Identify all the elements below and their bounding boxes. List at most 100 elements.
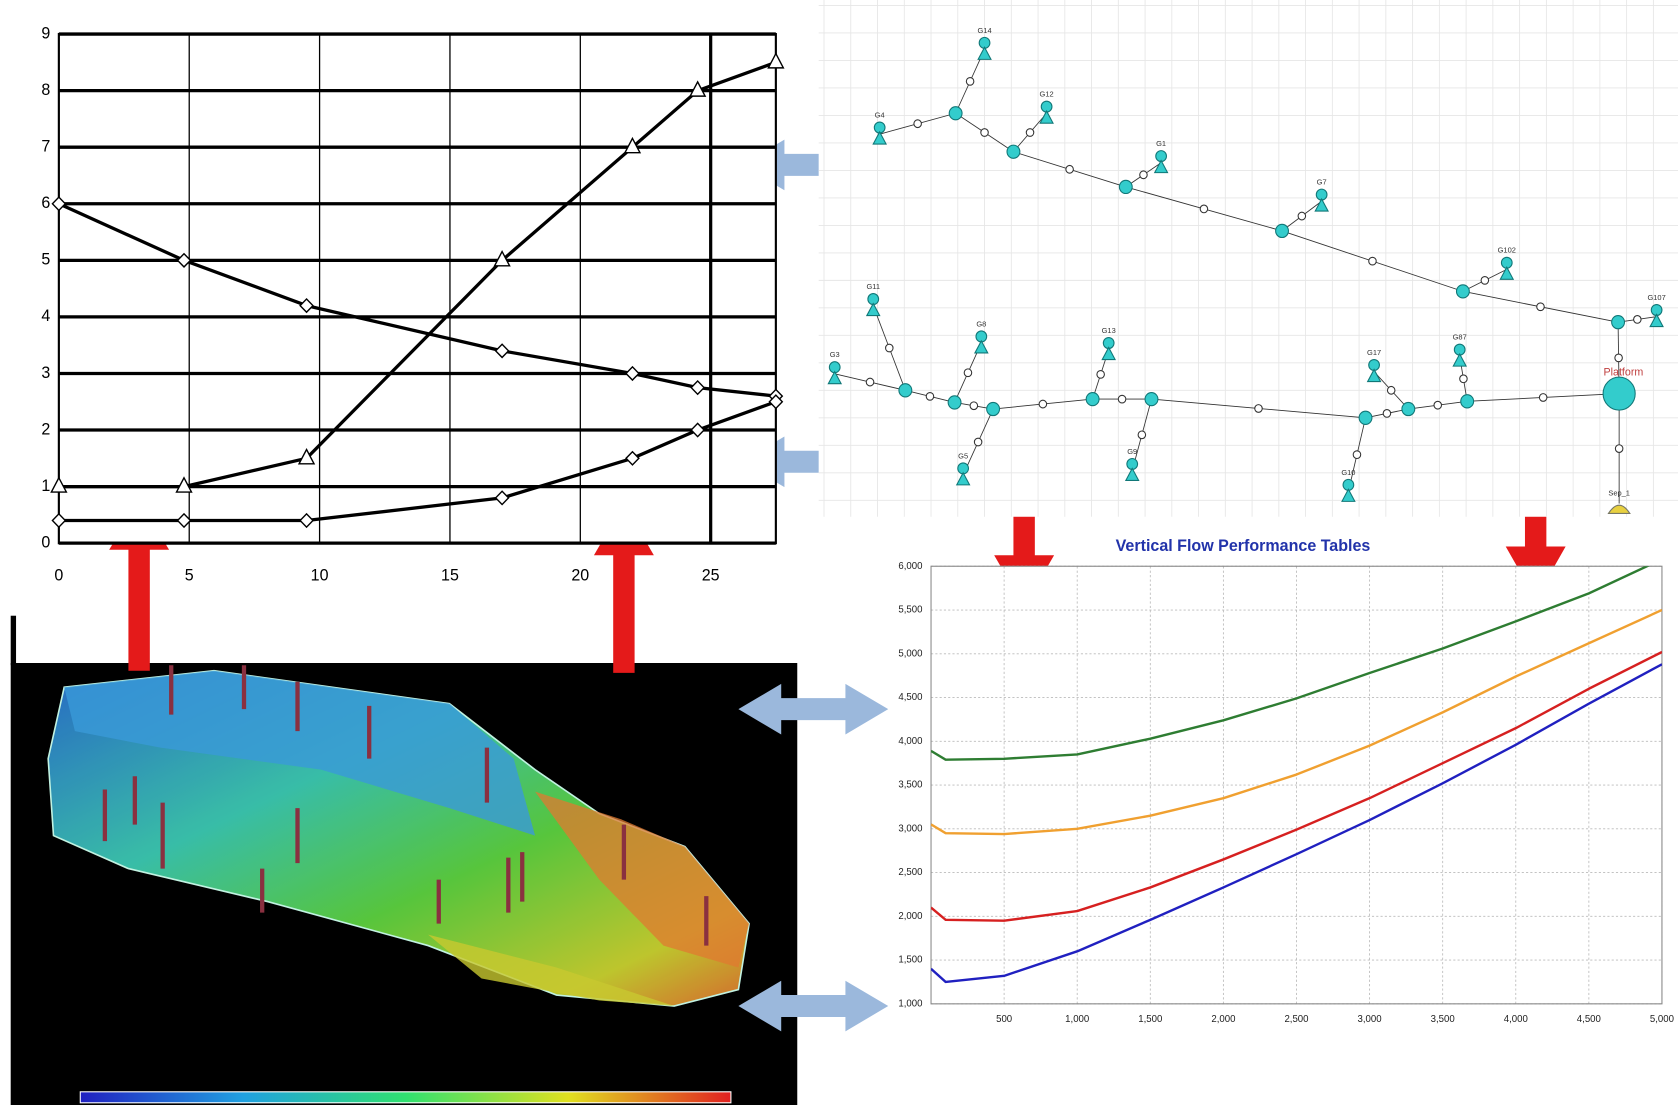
junction [1119, 180, 1132, 193]
junction [1086, 393, 1099, 406]
well-label: G7 [1317, 177, 1327, 186]
pipe-node [974, 438, 981, 446]
x-tick-label: 15 [441, 566, 459, 584]
y-tick-label: 4,000 [898, 736, 923, 747]
well-label: G8 [976, 319, 986, 328]
pipe-node [1434, 401, 1441, 409]
well-label: G102 [1498, 246, 1516, 255]
well-label: G17 [1367, 348, 1381, 357]
composite: G14G12G4G1G7G102G107G11G3G8G13G5G9G17G87… [0, 0, 1678, 1105]
pipe-node [914, 120, 921, 128]
pipe-node [1200, 205, 1207, 213]
x-tick-label: 5 [185, 566, 194, 584]
chart-title: Vertical Flow Performance Tables [1116, 537, 1371, 555]
x-tick-label: 500 [996, 1014, 1013, 1025]
y-tick-label: 6,000 [898, 561, 923, 572]
y-tick-label: 4 [41, 307, 50, 325]
pipe-node [1634, 316, 1641, 324]
well-label: G9 [1127, 447, 1137, 456]
x-tick-label: 4,500 [1577, 1014, 1602, 1025]
junction [1461, 395, 1474, 408]
x-tick-label: 3,500 [1431, 1014, 1456, 1025]
x-tick-label: 4,000 [1504, 1014, 1529, 1025]
reservoir-view [11, 616, 798, 1105]
y-tick-label: 3,000 [898, 823, 923, 834]
pipe-node [1026, 129, 1033, 137]
pipe-node [1537, 303, 1544, 311]
pipe-node [926, 393, 933, 401]
well-label: G4 [875, 110, 885, 119]
y-tick-label: 5,000 [898, 648, 923, 659]
pipe-node [1387, 386, 1394, 394]
y-tick-label: 2,000 [898, 911, 923, 922]
well-label: G10 [1341, 468, 1355, 477]
well-label: G11 [866, 282, 880, 291]
pipe-node [1039, 400, 1046, 408]
platform-label: Platform [1604, 367, 1644, 379]
pipe-node [1066, 165, 1073, 173]
pipe-node [1481, 277, 1488, 285]
pipe-node [1615, 445, 1622, 453]
pipe-node [1255, 405, 1262, 413]
junction [1612, 316, 1625, 329]
plot-area [59, 34, 776, 543]
pipe-node [1298, 212, 1305, 220]
pipe-node [1140, 171, 1147, 179]
junction [1359, 411, 1372, 424]
junction [1456, 285, 1469, 298]
junction [899, 384, 912, 397]
x-tick-label: 2,500 [1284, 1014, 1309, 1025]
pipe-node [966, 78, 973, 86]
chart: 01234567890510152025 [41, 24, 783, 584]
y-tick-label: 1,000 [898, 998, 923, 1009]
junction [1145, 393, 1158, 406]
junction [949, 107, 962, 120]
y-tick-label: 1,500 [898, 955, 923, 966]
x-tick-label: 2,000 [1211, 1014, 1236, 1025]
pipe-node [964, 369, 971, 377]
pipe-node [1353, 451, 1360, 459]
y-tick-label: 2 [41, 420, 50, 438]
pipe-node [1539, 394, 1546, 402]
separator-label: Sep_1 [1608, 489, 1630, 498]
x-tick-label: 0 [54, 566, 63, 584]
y-tick-label: 3,500 [898, 780, 923, 791]
well-label: G14 [977, 26, 991, 35]
well-label: G13 [1102, 326, 1116, 335]
chart: 1,000 1,500 2,000 2,500 3,000 3,500 4,000 4,500… [898, 537, 1674, 1025]
pipe-node [1097, 371, 1104, 379]
well-label: G5 [958, 451, 968, 460]
well-label: G87 [1453, 332, 1467, 341]
y-tick-label: 4,500 [898, 692, 923, 703]
y-tick-label: 3 [41, 364, 50, 382]
well-label: G1 [1156, 139, 1166, 148]
pipe-node [1615, 354, 1622, 362]
junction [1276, 224, 1289, 237]
pipe-node [1369, 257, 1376, 265]
pipe-node [1460, 375, 1467, 383]
x-tick-label: 5,000 [1650, 1014, 1675, 1025]
well-label: G107 [1647, 293, 1665, 302]
y-tick-label: 5,500 [898, 605, 923, 616]
page: {"chart_data": [ {"type": "line", "grid"… [0, 0, 1678, 1105]
pipe-node [886, 344, 893, 352]
well-label: G3 [830, 350, 840, 359]
y-tick-label: 2,500 [898, 867, 923, 878]
y-tick-label: 7 [41, 137, 50, 155]
pipe-node [1138, 431, 1145, 439]
well-label: G12 [1040, 89, 1054, 98]
network-background [819, 0, 1678, 517]
y-tick-label: 1 [41, 477, 50, 495]
y-tick-label: 9 [41, 24, 50, 42]
platform [1603, 377, 1635, 410]
y-tick-label: 6 [41, 194, 50, 212]
pipe-node [1118, 395, 1125, 403]
junction [948, 396, 961, 409]
junction [1007, 145, 1020, 158]
junction [1402, 402, 1415, 415]
pipe-node [1383, 410, 1390, 418]
y-tick-label: 5 [41, 251, 50, 269]
pipe-node [981, 129, 988, 137]
y-tick-label: 0 [41, 533, 50, 551]
x-tick-label: 10 [311, 566, 329, 584]
